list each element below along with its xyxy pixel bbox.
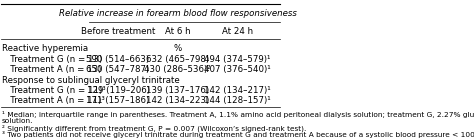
- Text: 632 (465–798): 632 (465–798): [146, 55, 209, 64]
- Text: %: %: [173, 44, 182, 53]
- Text: Before treatment: Before treatment: [81, 27, 155, 36]
- Text: 650 (547–787): 650 (547–787): [86, 65, 150, 74]
- Text: Treatment A (n = 11)³: Treatment A (n = 11)³: [2, 96, 105, 105]
- Text: Relative increase in forearm blood flow responsiveness: Relative increase in forearm blood flow …: [59, 9, 297, 18]
- Text: At 6 h: At 6 h: [164, 27, 190, 36]
- Text: 171 (157–186): 171 (157–186): [86, 96, 150, 105]
- Text: Treatment A (n = 13): Treatment A (n = 13): [2, 65, 101, 74]
- Text: Reactive hyperemia: Reactive hyperemia: [2, 44, 88, 53]
- Text: 430 (286–536)²: 430 (286–536)²: [144, 65, 211, 74]
- Text: ² Significantly different from treatment G, P = 0.007 (Wilcoxon’s signed-rank te: ² Significantly different from treatment…: [2, 124, 307, 132]
- Text: 129 (119–206): 129 (119–206): [87, 86, 149, 95]
- Text: 144 (128–157)¹: 144 (128–157)¹: [204, 96, 271, 105]
- Text: 407 (376–540)¹: 407 (376–540)¹: [204, 65, 271, 74]
- Text: solution.: solution.: [2, 118, 34, 125]
- Text: At 24 h: At 24 h: [222, 27, 253, 36]
- Text: ³ Two patients did not receive glyceryl trinitrate during treatment G and treatm: ³ Two patients did not receive glyceryl …: [2, 131, 474, 138]
- Text: 142 (134–223): 142 (134–223): [146, 96, 209, 105]
- Text: 139 (137–176): 139 (137–176): [146, 86, 209, 95]
- Text: 494 (374–579)¹: 494 (374–579)¹: [204, 55, 271, 64]
- Text: ¹ Median; interquartile range in parentheses. Treatment A, 1.1% amino acid perit: ¹ Median; interquartile range in parenth…: [2, 111, 474, 117]
- Text: Response to sublingual glyceryl trinitrate: Response to sublingual glyceryl trinitra…: [2, 76, 180, 85]
- Text: Treatment G (n = 13): Treatment G (n = 13): [2, 55, 102, 64]
- Text: 590 (514–663): 590 (514–663): [86, 55, 150, 64]
- Text: 142 (134–217)¹: 142 (134–217)¹: [204, 86, 271, 95]
- Text: Treatment G (n = 11)³: Treatment G (n = 11)³: [2, 86, 106, 95]
